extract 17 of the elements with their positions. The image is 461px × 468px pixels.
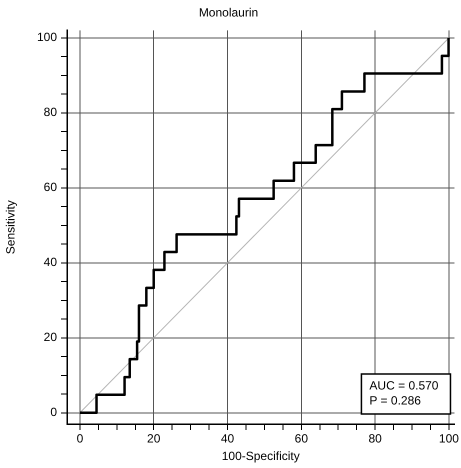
- y-tick-label: 100: [36, 30, 58, 44]
- annotation: AUC = 0.570: [369, 378, 439, 392]
- y-axis-title: Sensitivity: [4, 200, 18, 254]
- x-tick-label: 0: [76, 432, 84, 446]
- x-axis-title: 100-Specificity: [222, 449, 300, 464]
- annotation: P = 0.286: [369, 393, 422, 408]
- x-tick-label: 80: [368, 432, 382, 446]
- y-tick-label: 0: [50, 405, 58, 420]
- chart-title: Monolaurin: [198, 6, 258, 20]
- x-tick-label: 40: [220, 432, 235, 446]
- y-tick-label: 60: [44, 180, 58, 194]
- y-tick-label: 20: [44, 330, 58, 344]
- y-tick-label: 40: [44, 255, 58, 270]
- x-tick-label: 20: [147, 432, 161, 446]
- x-tick-label: 100: [438, 432, 460, 446]
- x-tick-label: 60: [294, 432, 308, 446]
- y-tick-label: 80: [44, 105, 58, 120]
